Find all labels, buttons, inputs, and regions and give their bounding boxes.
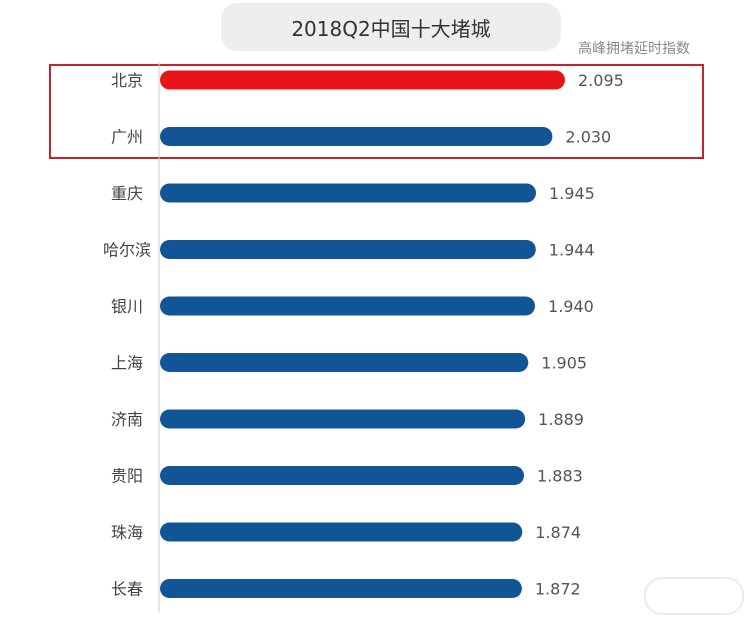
bar: [160, 296, 536, 316]
category-label: 济南: [111, 410, 143, 429]
category-label: 贵阳: [111, 467, 143, 486]
category-label: 银川: [111, 297, 143, 316]
chart-title-pill: 2018Q2中国十大堵城: [221, 3, 561, 51]
data-label: 1.889: [538, 410, 584, 429]
data-label: 2.030: [565, 128, 611, 147]
category-label: 北京: [111, 71, 143, 90]
data-label: 2.095: [578, 71, 624, 90]
data-label: 1.905: [541, 354, 587, 373]
category-label: 广州: [111, 128, 143, 147]
bar: [160, 466, 525, 485]
data-label: 1.940: [548, 297, 594, 316]
bar: [160, 70, 565, 90]
category-label: 珠海: [111, 523, 143, 542]
data-label: 1.883: [537, 467, 583, 486]
category-label: 重庆: [111, 184, 143, 203]
chart-title: 2018Q2中国十大堵城: [291, 16, 491, 41]
bar: [160, 579, 522, 598]
data-label: 1.874: [535, 523, 581, 542]
value-axis-label: 高峰拥堵延时指数: [578, 41, 690, 57]
category-label: 哈尔滨: [103, 241, 151, 260]
highlight-box: [49, 64, 704, 159]
data-label: 1.944: [549, 241, 595, 260]
bar: [160, 240, 536, 259]
data-label: 1.945: [549, 184, 595, 203]
data-label: 1.872: [535, 580, 581, 599]
bar: [160, 183, 537, 203]
category-label: 上海: [111, 354, 143, 373]
watermark-logo: [644, 577, 744, 615]
bar: [160, 409, 526, 429]
bar: [160, 353, 529, 372]
bar: [160, 522, 523, 542]
category-label: 长春: [111, 580, 143, 599]
bar: [160, 127, 553, 146]
